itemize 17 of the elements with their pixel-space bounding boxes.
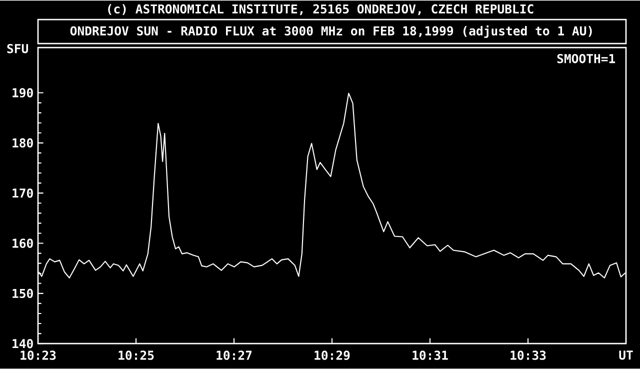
x-tick-label: 10:31 — [412, 350, 448, 360]
x-tick-label: 10:33 — [510, 350, 546, 360]
y-tick-label: 160 — [12, 238, 33, 248]
y-tick-label: 150 — [12, 288, 33, 298]
x-tick-label: UT — [619, 350, 633, 360]
x-tick-label: 10:23 — [20, 350, 56, 360]
text: (c) ASTRONOMICAL INSTITUTE, 25165 ONDREJOV, CZECH REPUBLIC — [108, 4, 534, 16]
y-tick-label: 170 — [12, 188, 33, 198]
y-tick-label: 180 — [12, 138, 33, 148]
y-axis-title: SFU — [7, 44, 28, 54]
x-tick-label: 10:27 — [216, 350, 252, 360]
x-tick-label: 10:29 — [314, 350, 350, 360]
annotation: SMOOTH=1 — [557, 54, 616, 64]
y-tick-label: 140 — [12, 339, 33, 348]
y-tick-label: 190 — [12, 88, 33, 98]
chart-title: ONDREJOV SUN - RADIO FLUX at 3000 MHz on FEB 18,1999 (adjusted to 1 AU) — [70, 26, 592, 38]
x-tick-label: 10:25 — [118, 350, 154, 360]
